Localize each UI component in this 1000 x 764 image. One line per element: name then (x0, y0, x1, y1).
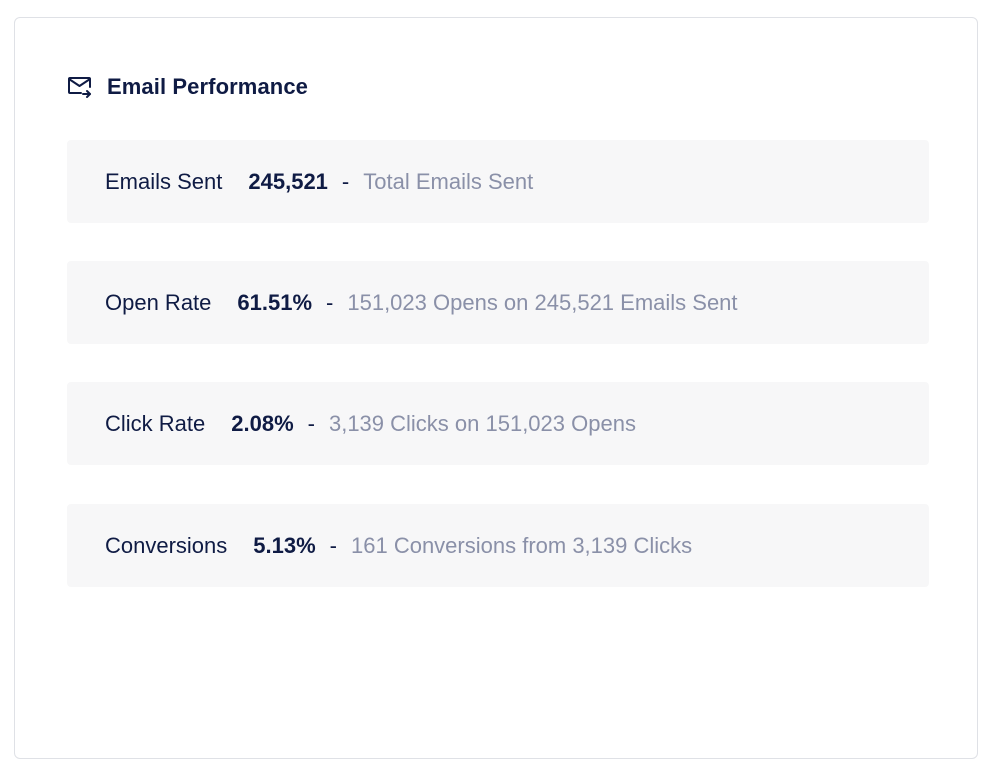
metric-value: 61.51% (237, 289, 313, 315)
metric-label: Emails Sent (105, 168, 223, 194)
metric-value: 245,521 (248, 168, 328, 194)
metric-description: 161 Conversions from 3,139 Clicks (351, 532, 693, 558)
metric-row-emails-sent: Emails Sent 245,521 - Total Emails Sent (67, 140, 929, 223)
card-header: Email Performance (67, 74, 308, 100)
metric-description: 3,139 Clicks on 151,023 Opens (328, 410, 636, 436)
metric-label: Conversions (105, 532, 228, 558)
metric-description: 151,023 Opens on 245,521 Emails Sent (347, 289, 738, 315)
metric-separator: - (326, 289, 334, 315)
card-title: Email Performance (107, 74, 309, 99)
metric-row-conversions: Conversions 5.13% - 161 Conversions from… (67, 504, 929, 587)
metric-row-open-rate: Open Rate 61.51% - 151,023 Opens on 245,… (67, 261, 929, 344)
metric-separator: - (307, 410, 315, 436)
metric-value: 2.08% (231, 410, 294, 436)
metric-description: Total Emails Sent (363, 168, 534, 194)
metric-row-click-rate: Click Rate 2.08% - 3,139 Clicks on 151,0… (67, 382, 929, 465)
email-performance-card: Email Performance Emails Sent 245,521 - … (14, 17, 978, 759)
mail-forward-icon (67, 75, 93, 99)
metric-label: Click Rate (105, 410, 206, 436)
metric-separator: - (341, 168, 350, 194)
metric-separator: - (329, 532, 337, 558)
metric-label: Open Rate (105, 289, 212, 315)
metric-value: 5.13% (253, 532, 316, 558)
